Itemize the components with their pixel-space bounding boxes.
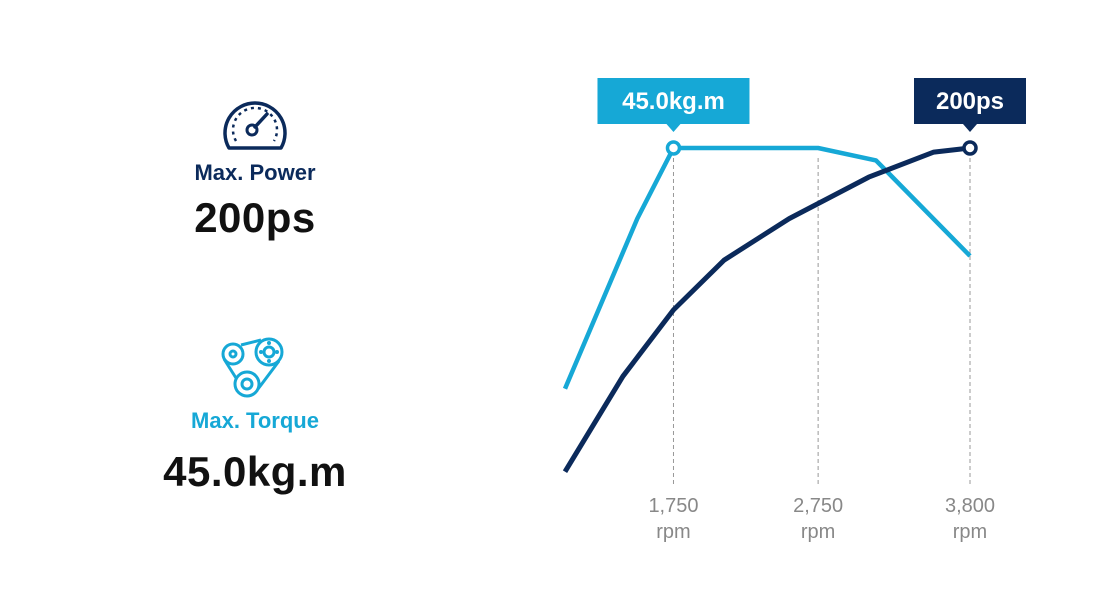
tick-unit-0: rpm <box>656 521 690 543</box>
tick-value-1: 2,750 <box>793 495 843 517</box>
power-callout: 200ps <box>914 78 1026 132</box>
power-callout-label: 200ps <box>936 88 1004 115</box>
max-power-value: 200ps <box>194 194 316 241</box>
max-torque-value: 45.0kg.m <box>163 448 347 495</box>
max-torque-spec: Max. Torque 45.0kg.m <box>90 330 420 496</box>
power-curve <box>562 145 971 473</box>
torque-peak-marker <box>665 140 682 156</box>
rpm-guide-lines <box>672 158 971 486</box>
max-power-spec: Max. Power 200ps <box>90 88 420 242</box>
speedometer-icon <box>223 101 287 150</box>
tick-value-0: 1,750 <box>648 495 698 517</box>
peak-callouts: 45.0kg.m 200ps <box>597 78 1026 132</box>
tick-value-2: 3,800 <box>945 495 995 517</box>
torque-curve <box>562 145 972 390</box>
max-torque-label: Max. Torque <box>191 408 319 433</box>
torque-callout-label: 45.0kg.m <box>622 88 725 115</box>
tick-unit-1: rpm <box>801 521 835 543</box>
torque-callout: 45.0kg.m <box>597 78 750 132</box>
spec-panel: Max. Power 200ps Max. Torque 45.0kg.m <box>90 60 420 540</box>
curve-lines <box>562 145 972 473</box>
power-callout-pointer <box>963 124 977 132</box>
torque-callout-box <box>597 78 750 124</box>
power-peak-marker <box>962 140 978 156</box>
rpm-tick-labels: 1,750 rpm 2,750 rpm 3,800 rpm <box>648 495 995 543</box>
max-power-label: Max. Power <box>194 160 316 185</box>
belt-pulley-icon <box>221 337 284 398</box>
peak-markers <box>665 140 978 156</box>
tick-unit-2: rpm <box>953 521 987 543</box>
power-callout-box <box>914 78 1026 124</box>
torque-callout-pointer <box>666 124 681 132</box>
